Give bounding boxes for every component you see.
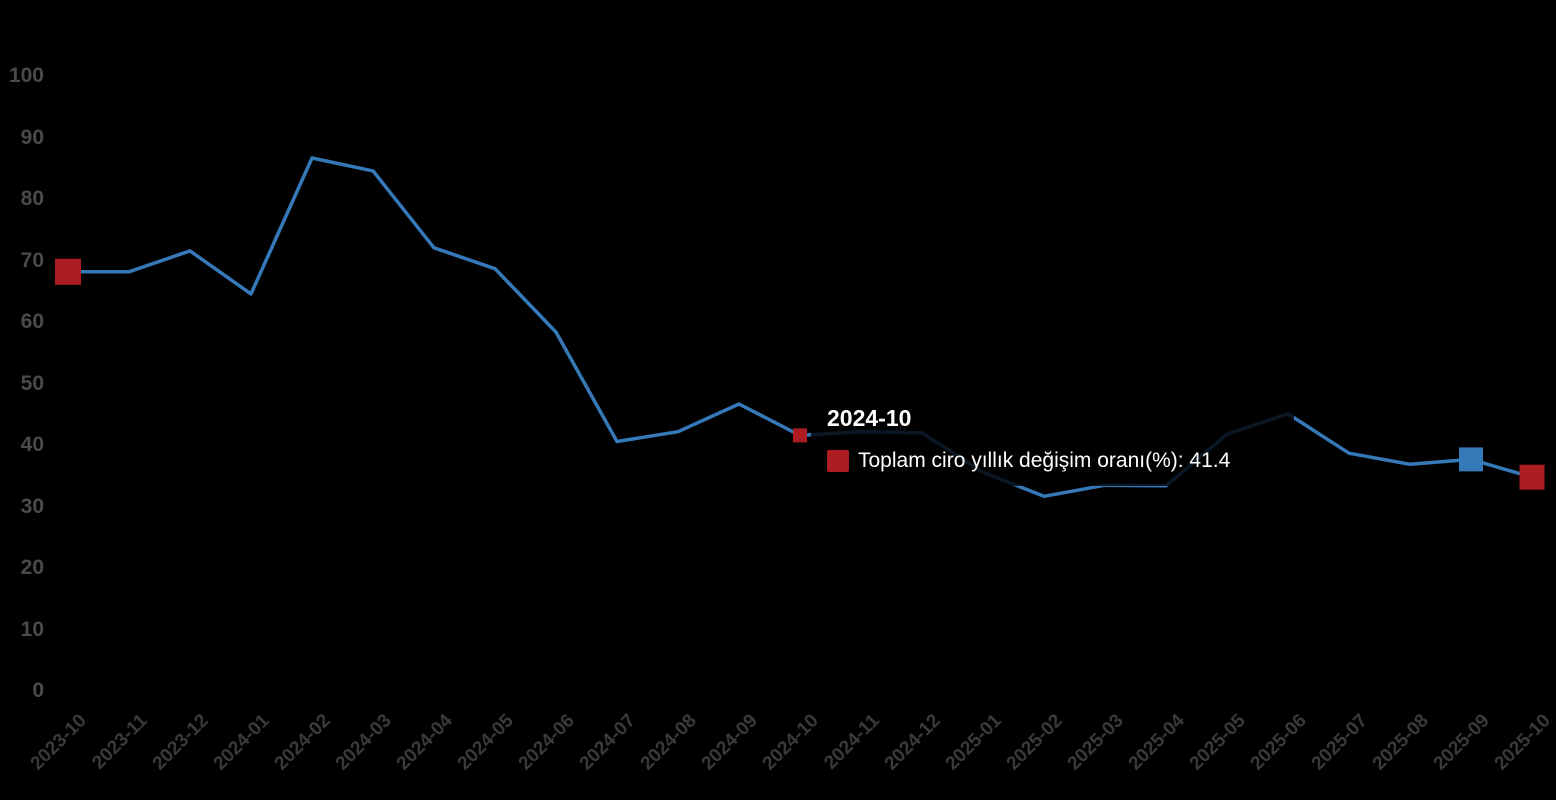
data-point-marker-2025-09[interactable] [1459, 447, 1483, 472]
line-series [66, 156, 1534, 499]
tooltip-title: 2024-10 [827, 405, 912, 431]
series-swatch-icon [827, 449, 849, 472]
data-point-marker-2023-10[interactable] [55, 258, 81, 285]
data-point-marker-2024-10[interactable] [793, 428, 807, 443]
data-point-marker-2025-10[interactable] [1519, 464, 1545, 490]
tooltip: 2024-10 Toplam ciro yıllık değişim oranı… [811, 398, 1294, 486]
tooltip-series-value: Toplam ciro yıllık değişim oranı(%): 41.… [858, 449, 1231, 472]
tooltip-row: Toplam ciro yıllık değişim oranı(%): 41.… [827, 448, 1278, 473]
